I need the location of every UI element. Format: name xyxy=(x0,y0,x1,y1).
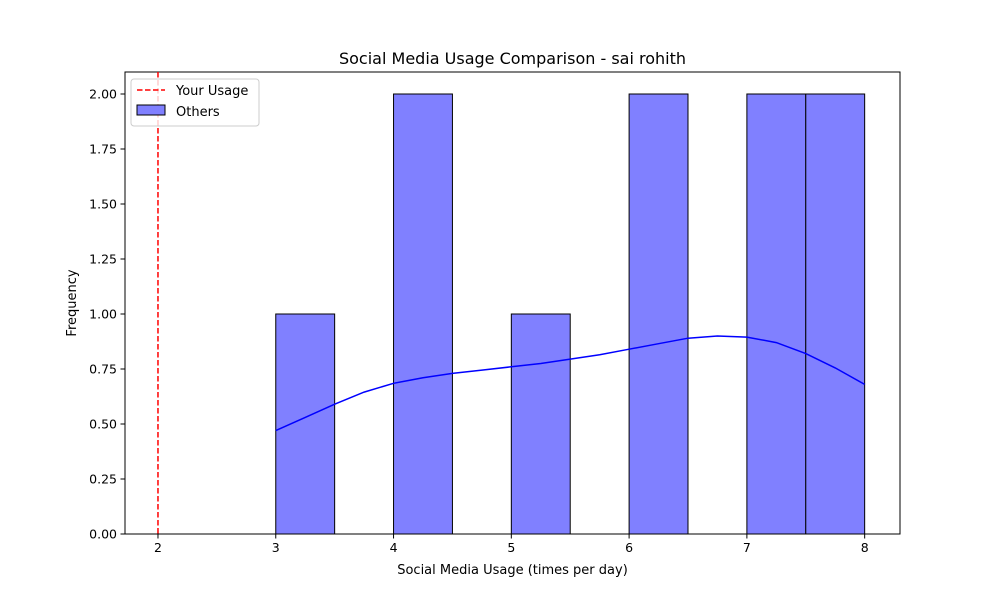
histogram-bar xyxy=(275,313,336,535)
legend-your-usage-label: Your Usage xyxy=(175,84,248,99)
y-tick-label: 1.75 xyxy=(89,142,117,157)
y-tick-label: 0.00 xyxy=(89,527,117,542)
y-tick-label: 0.50 xyxy=(89,417,117,432)
histogram-bar xyxy=(510,313,571,535)
y-tick-label: 1.00 xyxy=(89,307,117,322)
y-tick-label: 0.25 xyxy=(89,472,117,487)
x-tick-label: 7 xyxy=(743,540,751,555)
y-tick-label: 0.75 xyxy=(89,362,117,377)
legend: Your Usage Others xyxy=(130,78,260,127)
legend-others-label: Others xyxy=(176,105,220,120)
y-tick-label: 2.00 xyxy=(89,87,117,102)
kde-curve xyxy=(275,335,866,432)
histogram-bar xyxy=(746,93,807,535)
x-axis-ticks: 2 3 4 5 6 7 8 xyxy=(154,534,869,555)
histogram-bar xyxy=(393,93,453,535)
x-tick-label: 8 xyxy=(861,540,869,555)
y-tick-label: 1.50 xyxy=(89,197,117,212)
y-tick-label: 1.25 xyxy=(89,252,117,267)
histogram-bar xyxy=(805,93,866,535)
x-tick-label: 2 xyxy=(154,540,162,555)
x-tick-label: 4 xyxy=(390,540,398,555)
kde-curve-group xyxy=(275,335,866,432)
x-tick-label: 5 xyxy=(507,540,515,555)
y-axis-label: Frequency xyxy=(65,269,80,336)
x-axis-label: Social Media Usage (times per day) xyxy=(397,563,628,578)
x-tick-label: 3 xyxy=(272,540,280,555)
x-tick-label: 6 xyxy=(625,540,633,555)
histogram-bars xyxy=(275,93,866,535)
legend-others-swatch xyxy=(136,104,166,116)
chart-title: Social Media Usage Comparison - sai rohi… xyxy=(339,49,686,68)
histogram-bar xyxy=(628,93,689,535)
y-axis-ticks: 0.00 0.25 0.50 0.75 1.00 1.25 1.50 1.75 2.00 xyxy=(89,87,125,542)
